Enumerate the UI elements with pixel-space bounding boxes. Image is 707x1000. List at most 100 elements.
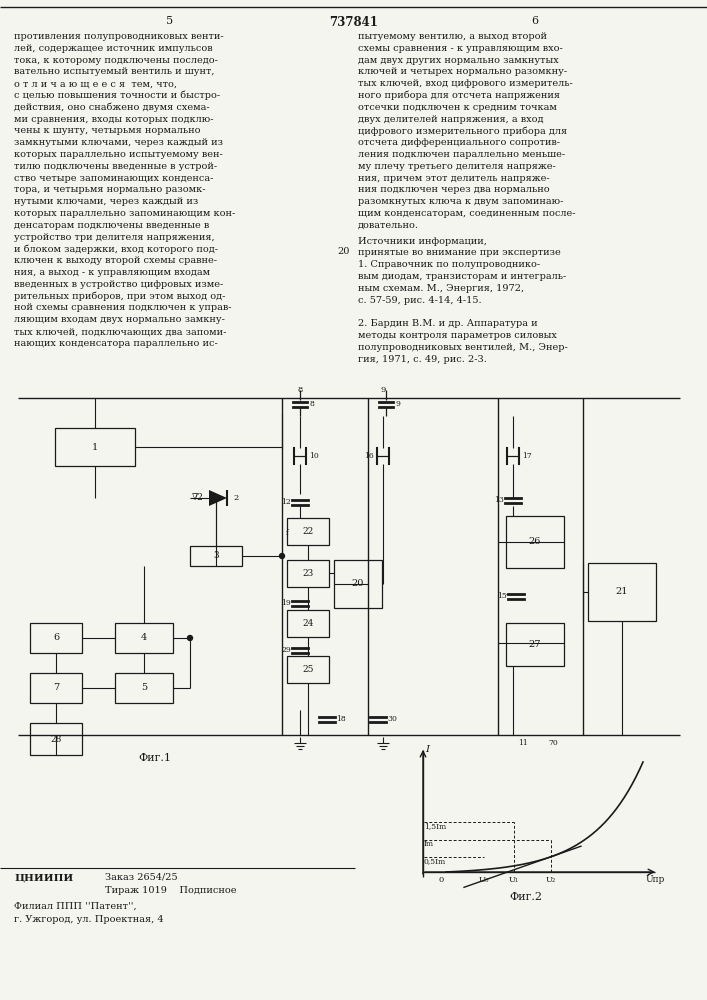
Text: Источники информации,: Источники информации,: [358, 237, 487, 246]
Text: тока, к которому подключены последо-: тока, к которому подключены последо-: [14, 56, 218, 65]
Text: полупроводниковых вентилей, М., Энер-: полупроводниковых вентилей, М., Энер-: [358, 343, 568, 352]
Text: Филиал ППП ''Патент'',: Филиал ППП ''Патент'',: [14, 902, 136, 911]
Text: тых ключей, вход цифрового измеритель-: тых ключей, вход цифрового измеритель-: [358, 79, 573, 88]
Text: действия, оно снабжено двумя схема-: действия, оно снабжено двумя схема-: [14, 103, 209, 112]
Text: ния, причем этот делитель напряже-: ния, причем этот делитель напряже-: [358, 174, 549, 183]
Circle shape: [187, 636, 192, 641]
Text: нающих конденсатора параллельно ис-: нающих конденсатора параллельно ис-: [14, 339, 218, 348]
Text: 13: 13: [494, 496, 504, 504]
Bar: [30, 673, 82, 703]
Text: U₂: U₂: [546, 876, 556, 884]
Bar: [287, 656, 329, 683]
Text: 4: 4: [141, 634, 147, 643]
Text: схемы сравнения - к управляющим вхо-: схемы сравнения - к управляющим вхо-: [358, 44, 563, 53]
Text: 20: 20: [352, 580, 364, 588]
Text: 19: 19: [281, 599, 291, 607]
Text: чены к шунту, четырьмя нормально: чены к шунту, четырьмя нормально: [14, 126, 201, 135]
Text: 9: 9: [380, 386, 386, 394]
Text: 6: 6: [53, 634, 59, 643]
Text: 9: 9: [395, 400, 400, 408]
Text: 1: 1: [92, 442, 98, 452]
Text: ми сравнения, входы которых подклю-: ми сравнения, входы которых подклю-: [14, 115, 214, 124]
Bar: [287, 518, 329, 545]
Text: принятые во внимание при экспертизе: принятые во внимание при экспертизе: [358, 248, 561, 257]
Text: ления подключен параллельно меньше-: ления подключен параллельно меньше-: [358, 150, 565, 159]
Bar: [30, 623, 82, 653]
Text: 10: 10: [309, 452, 319, 460]
Text: 7: 7: [53, 684, 59, 692]
Text: гия, 1971, с. 49, рис. 2-3.: гия, 1971, с. 49, рис. 2-3.: [358, 355, 487, 364]
Text: денсаторам подключены введенные в: денсаторам подключены введенные в: [14, 221, 209, 230]
Text: 2. Бардин В.М. и др. Аппаратура и: 2. Бардин В.М. и др. Аппаратура и: [358, 319, 537, 328]
Text: 1,5Im: 1,5Im: [424, 822, 446, 830]
Text: ляющим входам двух нормально замкну-: ляющим входам двух нормально замкну-: [14, 315, 225, 324]
Text: отсечки подключен к средним точкам: отсечки подключен к средним точкам: [358, 103, 557, 112]
Text: нутыми ключами, через каждый из: нутыми ключами, через каждый из: [14, 197, 198, 206]
Text: довательно.: довательно.: [358, 221, 419, 230]
Text: тора, и четырьмя нормально разомк-: тора, и четырьмя нормально разомк-: [14, 185, 206, 194]
Text: с. 57-59, рис. 4-14, 4-15.: с. 57-59, рис. 4-14, 4-15.: [358, 296, 481, 305]
Text: му плечу третьего делителя напряже-: му плечу третьего делителя напряже-: [358, 162, 556, 171]
Text: 17: 17: [522, 452, 532, 460]
Text: 5: 5: [141, 684, 147, 692]
Bar: [506, 623, 564, 666]
Text: Фиг.1: Фиг.1: [139, 753, 172, 763]
Text: которых параллельно испытуемому вен-: которых параллельно испытуемому вен-: [14, 150, 223, 159]
Text: ным схемам. М., Энергия, 1972,: ным схемам. М., Энергия, 1972,: [358, 284, 524, 293]
Bar: [190, 546, 242, 566]
Text: 25: 25: [303, 665, 314, 674]
Text: тых ключей, подключающих два запоми-: тых ключей, подключающих два запоми-: [14, 327, 226, 336]
Text: тилю подключены введенные в устрой-: тилю подключены введенные в устрой-: [14, 162, 217, 171]
Text: 5: 5: [166, 16, 173, 26]
Text: рительных приборов, при этом выход од-: рительных приборов, при этом выход од-: [14, 292, 226, 301]
Text: пытуемому вентилю, а выход второй: пытуемому вентилю, а выход второй: [358, 32, 547, 41]
Text: 28: 28: [50, 734, 62, 744]
Text: лей, содержащее источник импульсов: лей, содержащее источник импульсов: [14, 44, 213, 53]
Bar: [287, 610, 329, 637]
Text: противления полупроводниковых венти-: противления полупроводниковых венти-: [14, 32, 223, 41]
Text: 16: 16: [364, 452, 374, 460]
Text: ∇2: ∇2: [192, 493, 204, 502]
Text: щим конденсаторам, соединенным после-: щим конденсаторам, соединенным после-: [358, 209, 575, 218]
Text: разомкнутых ключа к двум запоминаю-: разомкнутых ключа к двум запоминаю-: [358, 197, 563, 206]
Text: ной схемы сравнения подключен к управ-: ной схемы сравнения подключен к управ-: [14, 303, 231, 312]
Text: дам двух других нормально замкнутых: дам двух других нормально замкнутых: [358, 56, 559, 65]
Text: введенных в устройство цифровых изме-: введенных в устройство цифровых изме-: [14, 280, 223, 289]
Text: 8: 8: [310, 400, 315, 408]
Text: ство четыре запоминающих конденса-: ство четыре запоминающих конденса-: [14, 174, 214, 183]
Text: U₁: U₁: [509, 876, 519, 884]
Text: ЦНИИПИ: ЦНИИПИ: [14, 873, 74, 882]
Text: 18: 18: [336, 715, 346, 723]
Text: 26: 26: [529, 538, 541, 546]
Bar: [287, 560, 329, 587]
Text: 0: 0: [438, 876, 443, 884]
Text: отсчета дифференциального сопротив-: отсчета дифференциального сопротив-: [358, 138, 560, 147]
Text: вым диодам, транзисторам и интеграль-: вым диодам, транзисторам и интеграль-: [358, 272, 566, 281]
Text: Заказ 2654/25: Заказ 2654/25: [105, 873, 177, 882]
Text: 15: 15: [497, 592, 507, 600]
Bar: [588, 563, 656, 621]
Text: 6: 6: [532, 16, 539, 26]
Text: 0,5Im: 0,5Im: [424, 857, 446, 865]
Text: 23: 23: [303, 569, 314, 578]
Text: устройство три делителя напряжения,: устройство три делителя напряжения,: [14, 233, 215, 242]
Text: 20: 20: [338, 247, 350, 256]
Text: ния, а выход - к управляющим входам: ния, а выход - к управляющим входам: [14, 268, 210, 277]
Text: ключей и четырех нормально разомкну-: ключей и четырех нормально разомкну-: [358, 67, 567, 76]
Text: двух делителей напряжения, а вход: двух делителей напряжения, а вход: [358, 115, 544, 124]
Text: 21: 21: [616, 587, 629, 596]
Text: которых параллельно запоминающим кон-: которых параллельно запоминающим кон-: [14, 209, 235, 218]
Bar: [506, 516, 564, 568]
Text: с целью повышения точности и быстро-: с целью повышения точности и быстро-: [14, 91, 220, 101]
Text: 30: 30: [387, 715, 397, 723]
Text: ного прибора для отсчета напряжения: ного прибора для отсчета напряжения: [358, 91, 560, 101]
Text: методы контроля параметров силовых: методы контроля параметров силовых: [358, 331, 557, 340]
Text: 12: 12: [281, 498, 291, 506]
Text: ния подключен через два нормально: ния подключен через два нормально: [358, 185, 549, 194]
Text: 3: 3: [214, 552, 218, 560]
Text: г. Ужгород, ул. Проектная, 4: г. Ужгород, ул. Проектная, 4: [14, 915, 163, 924]
Text: 29: 29: [281, 646, 291, 654]
Text: 24: 24: [303, 619, 314, 628]
Bar: [334, 560, 382, 608]
Text: 11: 11: [518, 739, 528, 747]
